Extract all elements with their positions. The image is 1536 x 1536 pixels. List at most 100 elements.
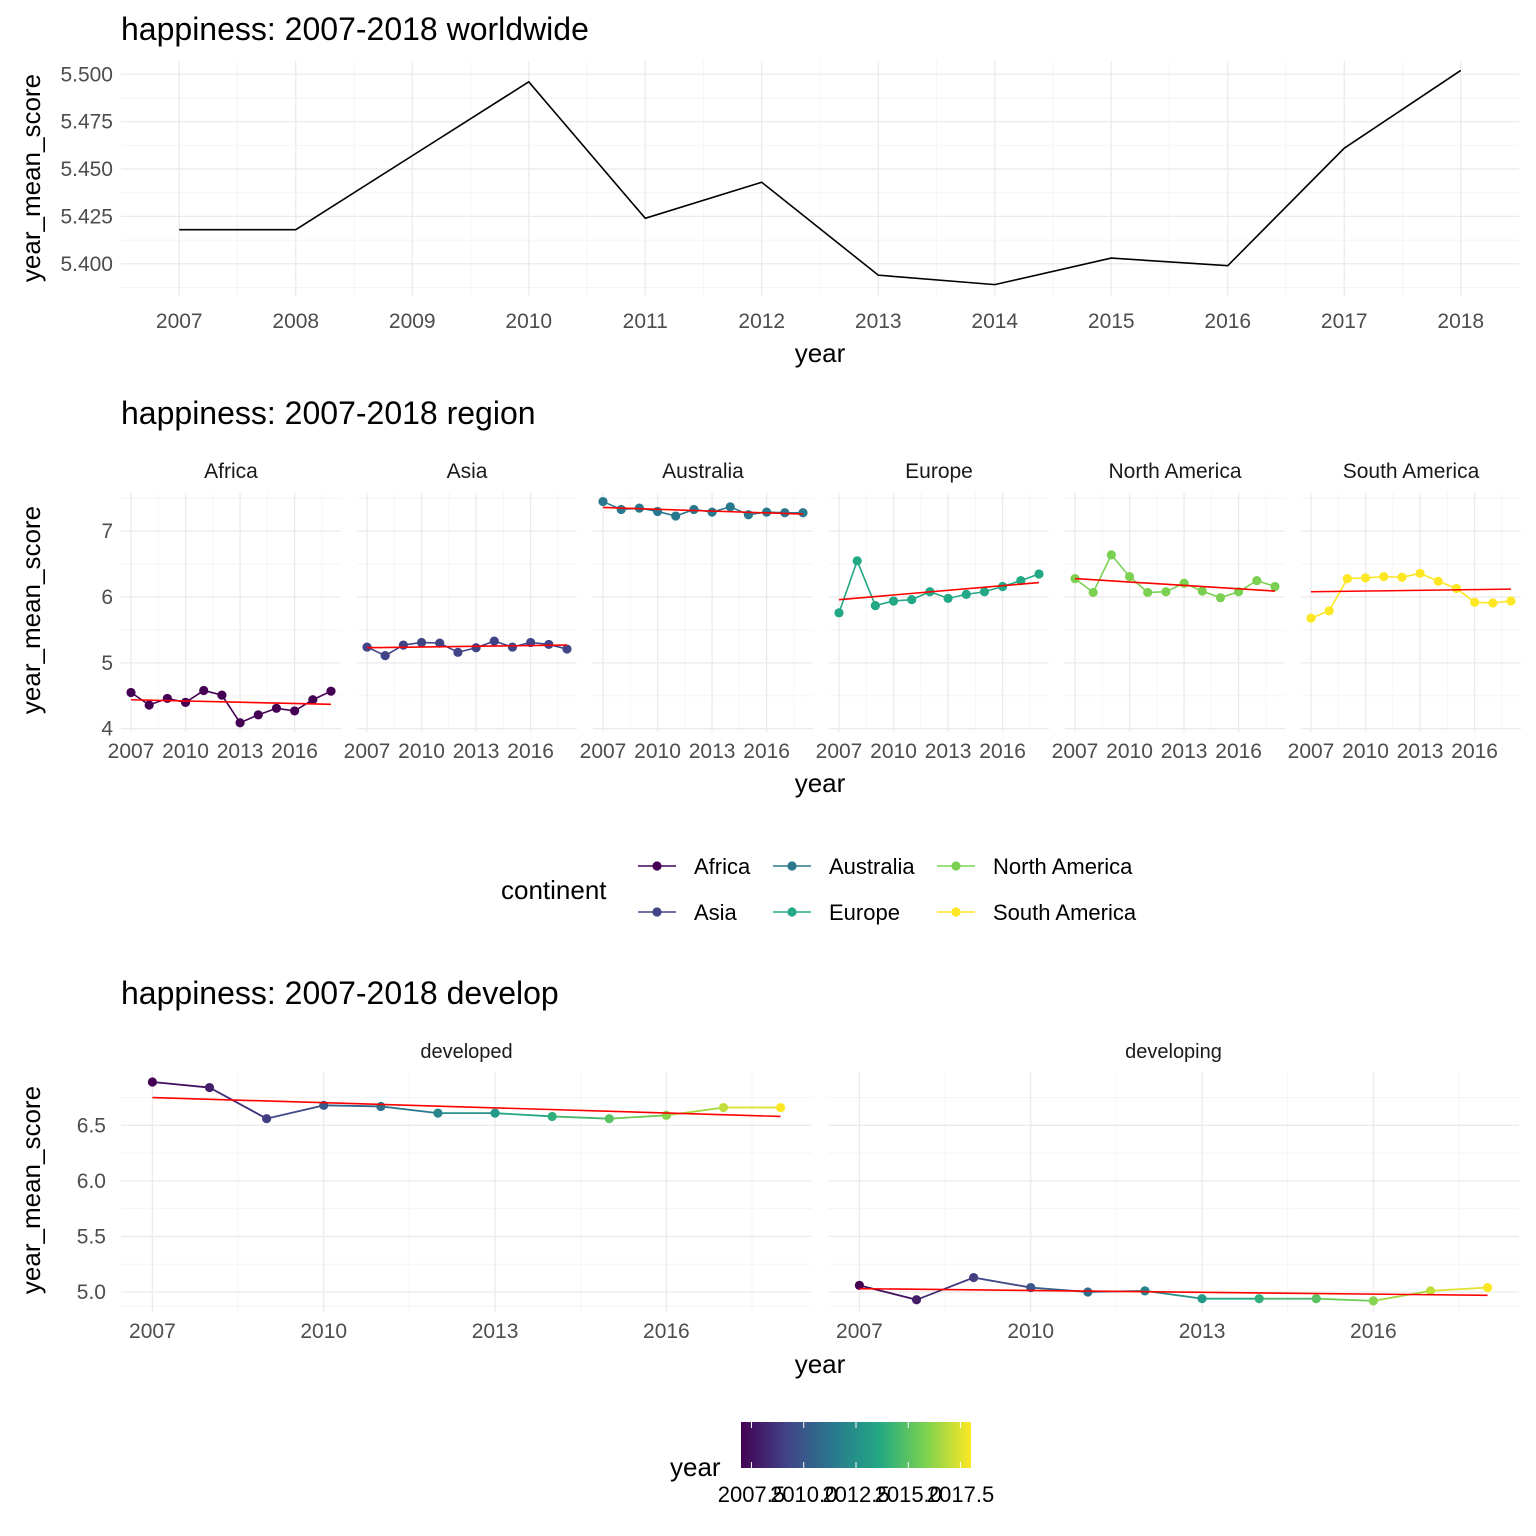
develop-x-axis-title: year <box>795 1349 846 1379</box>
region-data-point-africa <box>126 687 136 698</box>
region-panel: happiness: 2007-2018 region Africa 2007 20… <box>16 395 1521 925</box>
develop-y-tick-label: 5.0 <box>77 1281 106 1304</box>
develop-x-tick-label: 2013 <box>1179 1320 1226 1343</box>
develop-title: happiness: 2007-2018 develop <box>121 975 559 1011</box>
region-x-tick-label: 2016 <box>1451 740 1498 763</box>
region-x-tick-label: 2016 <box>979 740 1026 763</box>
develop-facet-strip-label: developed <box>420 1041 512 1063</box>
develop-series-segment-developed <box>322 1104 382 1108</box>
region-data-point-australia <box>598 496 608 507</box>
develop-series-segment-developing <box>858 1284 918 1301</box>
region-data-point-north-america <box>1179 578 1189 588</box>
worldwide-x-tick-label: 2015 <box>1088 310 1135 333</box>
region-data-point-asia <box>471 643 481 653</box>
worldwide-x-tick-label: 2017 <box>1321 310 1368 333</box>
region-facet-asia: Asia 2007 2010 2013 2016 <box>344 460 577 763</box>
colorbar-tick-label: 2017.5 <box>927 1482 994 1507</box>
region-data-point-asia <box>507 642 518 652</box>
develop-series-segment-developed <box>608 1114 668 1120</box>
develop-trend-line-developing <box>859 1287 1488 1297</box>
worldwide-series-line <box>179 69 1462 286</box>
develop-x-tick-label: 2010 <box>1007 1320 1054 1343</box>
colorbar-tick-label: 2015.0 <box>875 1482 942 1507</box>
region-x-tick-label: 2013 <box>1397 740 1444 763</box>
colorbar-tick-label: 2012.5 <box>822 1482 889 1507</box>
region-data-point-australia <box>671 511 681 521</box>
continent-legend-entry-europe: Europe <box>773 900 900 925</box>
region-data-point-africa <box>308 695 318 705</box>
continent-legend-entries: Africa Asia Australia Europe North America So… <box>638 854 1137 925</box>
continent-legend-entry-south-america: South America <box>937 900 1137 925</box>
worldwide-x-tick-label: 2011 <box>623 310 668 333</box>
region-facet-strip-label: Europe <box>905 460 973 483</box>
develop-y-axis-title: year_mean_score <box>16 1086 46 1294</box>
region-x-tick-label: 2010 <box>398 740 445 763</box>
develop-y-tick-label: 6.5 <box>77 1114 106 1137</box>
worldwide-x-tick-label: 2012 <box>738 310 785 333</box>
region-x-tick-label: 2010 <box>1106 740 1153 763</box>
region-facet-strip-label: Australia <box>662 460 744 483</box>
region-facet-europe: Europe 2007 2010 2013 2016 <box>816 460 1049 763</box>
develop-x-tick-label: 2010 <box>300 1320 347 1343</box>
region-data-point-asia <box>435 638 445 648</box>
region-x-tick-label: 2016 <box>743 740 790 763</box>
develop-series-segment-developing <box>915 1276 975 1301</box>
region-data-point-europe <box>998 581 1008 592</box>
legend-entry-label: North America <box>993 854 1133 879</box>
continent-legend-entry-africa: Africa <box>638 854 751 879</box>
region-x-tick-label: 2016 <box>271 740 318 763</box>
worldwide-y-tick-label: 5.425 <box>60 205 113 228</box>
region-data-point-asia <box>489 636 499 646</box>
region-data-point-south-america <box>1324 606 1334 616</box>
legend-key-point <box>652 907 662 917</box>
region-data-point-south-america <box>1488 598 1498 608</box>
colorbar-tick-label: 2007.5 <box>718 1482 785 1507</box>
develop-facet-strip-label: developing <box>1125 1041 1222 1063</box>
region-data-point-asia <box>398 640 408 650</box>
region-facet-south-america: South America 2007 2010 2013 2016 <box>1288 460 1521 763</box>
develop-data-point-developed <box>262 1114 272 1124</box>
develop-data-point-developing <box>1425 1286 1436 1296</box>
region-data-point-australia <box>689 504 699 515</box>
region-x-tick-label: 2007 <box>344 740 391 763</box>
develop-x-tick-label: 2013 <box>472 1320 519 1343</box>
develop-data-point-developed <box>147 1077 158 1087</box>
region-x-tick-label: 2016 <box>507 740 554 763</box>
region-trend-line-north-america <box>1074 577 1276 592</box>
year-colorbar <box>741 1422 971 1468</box>
develop-trend-line-developed <box>152 1096 781 1118</box>
region-y-tick-label: 4 <box>101 718 113 741</box>
develop-data-point-developed <box>718 1102 729 1113</box>
region-data-point-north-america <box>1161 587 1171 597</box>
legend-entry-label: South America <box>993 900 1137 925</box>
region-data-point-north-america <box>1197 586 1207 596</box>
develop-data-point-developed <box>604 1114 614 1124</box>
develop-data-point-developing <box>969 1272 979 1283</box>
region-data-point-australia <box>798 508 808 518</box>
develop-data-point-developing <box>854 1280 865 1290</box>
region-facet-north-america: North America 2007 2010 2013 2016 <box>1052 460 1285 763</box>
legend-entry-label: Australia <box>829 854 915 879</box>
continent-legend-title: continent <box>501 875 607 905</box>
region-data-point-asia <box>380 651 390 661</box>
develop-facet-developing: developing 2007 2010 2013 2016 <box>828 1041 1519 1343</box>
develop-series-segment-developed <box>265 1104 325 1120</box>
worldwide-plot-area: 5.400 5.425 5.450 5.475 5.500 2007 2008 2009 201… <box>60 61 1519 333</box>
region-x-tick-label: 2007 <box>1052 740 1099 763</box>
continent-legend-entry-australia: Australia <box>773 854 915 879</box>
develop-series-segment-developing <box>972 1276 1032 1289</box>
region-x-tick-label: 2007 <box>580 740 627 763</box>
develop-x-tick-label: 2016 <box>643 1320 690 1343</box>
develop-data-point-developing <box>1311 1294 1321 1304</box>
region-data-point-europe <box>1034 569 1044 579</box>
region-x-tick-label: 2010 <box>870 740 917 763</box>
develop-data-point-developing <box>1482 1282 1493 1293</box>
region-data-point-asia <box>562 644 572 654</box>
legend-key-point <box>787 907 797 917</box>
region-x-tick-label: 2013 <box>689 740 736 763</box>
year-legend-title: year <box>670 1452 721 1482</box>
legend-key-point <box>652 861 662 871</box>
develop-x-tick-label: 2007 <box>129 1320 176 1343</box>
region-data-point-africa <box>326 686 336 696</box>
